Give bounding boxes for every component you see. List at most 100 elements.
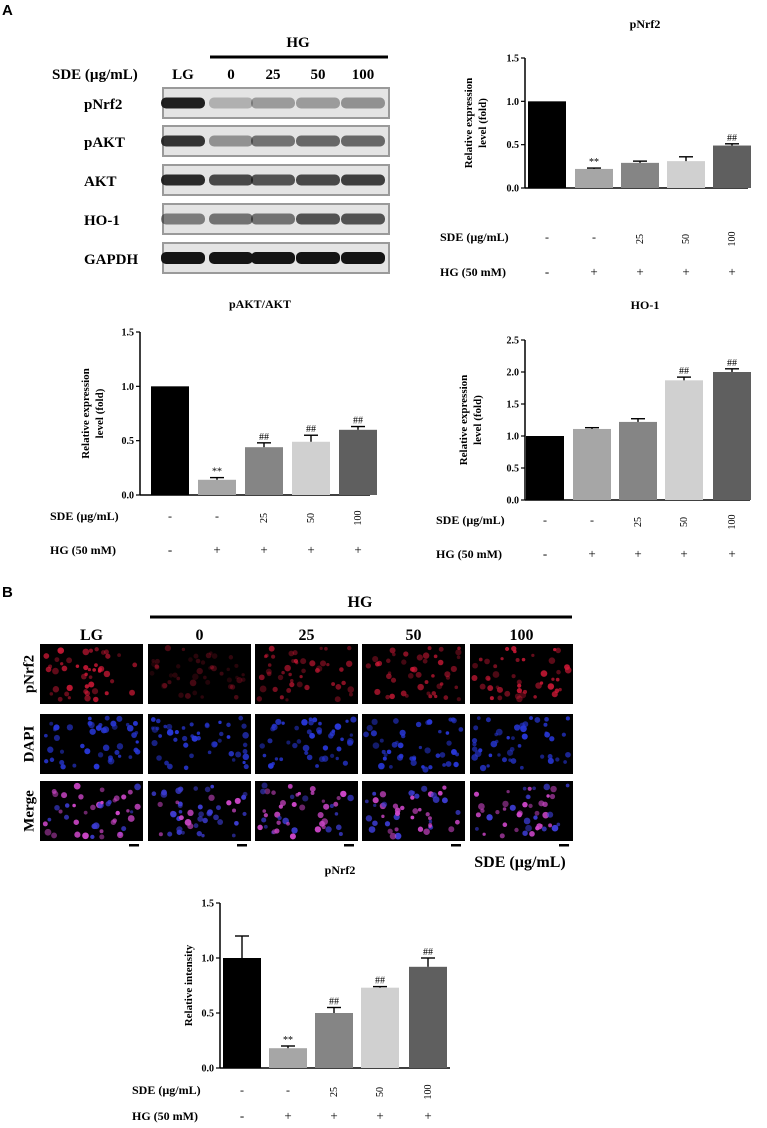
hg-sign: + [634,546,641,561]
significance-mark: ## [727,358,737,369]
if-image [362,714,465,774]
x-category-label: - [240,1083,244,1097]
hg-sign: + [636,264,643,279]
blot-band [209,135,253,147]
hg-sign: + [376,1108,383,1123]
if-image [40,781,143,841]
wb-lane-label: 25 [266,67,281,83]
hg-sign: + [728,546,735,561]
bar [667,161,705,188]
x-category-label: - [545,230,549,244]
blot-band [296,174,340,186]
y-axis-label: Relative expression [458,375,470,466]
if-row-label: pNrf2 [21,655,37,693]
if-image [148,714,251,774]
hg-sign: + [260,542,267,557]
bar [269,1048,307,1068]
chart-title: pNrf2 [630,17,661,31]
blot-band [251,97,295,109]
blot-band [209,97,253,109]
blot-band [296,97,340,109]
x-category-label: 25 [635,234,646,244]
y-axis-label: level (fold) [94,388,106,438]
x-category-label: - [215,509,219,523]
panel-label-b: B [2,584,13,601]
if-sde-label: SDE (µg/mL) [474,854,565,871]
if-image [40,714,143,774]
chart-pnrf2-intensity: pNrf2 0.0 0.5 1.0 1.5 Relative intensity - - ** -… [132,863,450,1123]
if-image [470,644,573,704]
scale-bar [129,844,139,847]
hg-sign: + [330,1108,337,1123]
y-tick-label: 1.0 [202,954,215,965]
x-category-label: 50 [306,513,317,523]
sde-row-label: SDE (µg/mL) [132,1083,201,1097]
hg-sign: + [354,542,361,557]
if-column-label: 100 [510,627,534,644]
wb-lane-label: 0 [227,67,235,83]
bar [361,987,399,1068]
blot-band [209,252,253,264]
y-tick-label: 0.0 [122,491,135,502]
y-tick-label: 0.0 [507,496,520,507]
if-column-label: 0 [196,627,204,644]
blot-band [209,174,253,186]
if-hg-label: HG [348,594,373,611]
significance-mark: ## [375,976,385,987]
significance-mark: ** [283,1035,293,1046]
x-category-label: 50 [375,1087,386,1097]
significance-mark: ## [259,432,269,443]
significance-mark: ## [353,416,363,427]
hg-sign: - [543,546,547,561]
bar [573,428,611,500]
y-tick-label: 1.0 [122,382,135,393]
x-category-label: - [286,1083,290,1097]
x-category-label: 100 [727,232,738,247]
chart-title: pAKT/AKT [229,297,291,311]
chart-ho1: HO-1 0.0 0.5 1.0 1.5 2.0 2.5 Relative expressio… [436,298,751,561]
chart-pnrf2-blot: pNrf2 0.0 0.5 1.0 1.5 Relative expression leve… [440,17,751,279]
hg-row-label: HG (50 mM) [50,543,116,557]
bar [619,421,657,500]
blot-band [161,135,205,147]
hg-sign: + [728,264,735,279]
y-tick-label: 0.5 [122,436,135,447]
bar [198,479,236,495]
wb-row-label: AKT [84,174,117,190]
y-tick-label: 1.5 [507,400,520,411]
bar [315,1013,353,1068]
hg-sign: + [588,546,595,561]
significance-mark: ## [306,424,316,435]
blot-band [341,135,385,147]
significance-mark: ## [423,947,433,958]
blot-band [341,252,385,264]
if-column-label: LG [80,627,104,644]
bar [292,441,330,495]
y-tick-label: 0.0 [202,1064,215,1075]
wb-row-label: pNrf2 [84,97,122,113]
blot-band [161,213,205,225]
sde-row-label: SDE (µg/mL) [436,513,505,527]
x-category-label: - [590,513,594,527]
bar [621,162,659,188]
wb-lane-label: 100 [352,67,375,83]
blot-band [161,252,205,264]
bar [665,380,703,500]
y-tick-label: 0.5 [507,464,520,475]
significance-mark: ** [212,467,222,478]
immunofluorescence-panel: HG LG 0 25 50 100 pNrf2 DAPI Merge SDE (µg/mL) [21,594,573,871]
x-category-label: 25 [259,513,270,523]
y-tick-label: 1.0 [507,97,520,108]
wb-lane-label: LG [172,67,194,83]
if-image [470,781,573,841]
bar [245,447,283,495]
if-image [255,714,358,774]
hg-row-label: HG (50 mM) [132,1109,198,1123]
hg-sign: + [424,1108,431,1123]
blot-band [296,135,340,147]
bar [409,966,447,1068]
blot-band [251,213,295,225]
hg-sign: + [680,546,687,561]
significance-mark: ## [727,133,737,144]
y-tick-label: 0.5 [202,1009,215,1020]
